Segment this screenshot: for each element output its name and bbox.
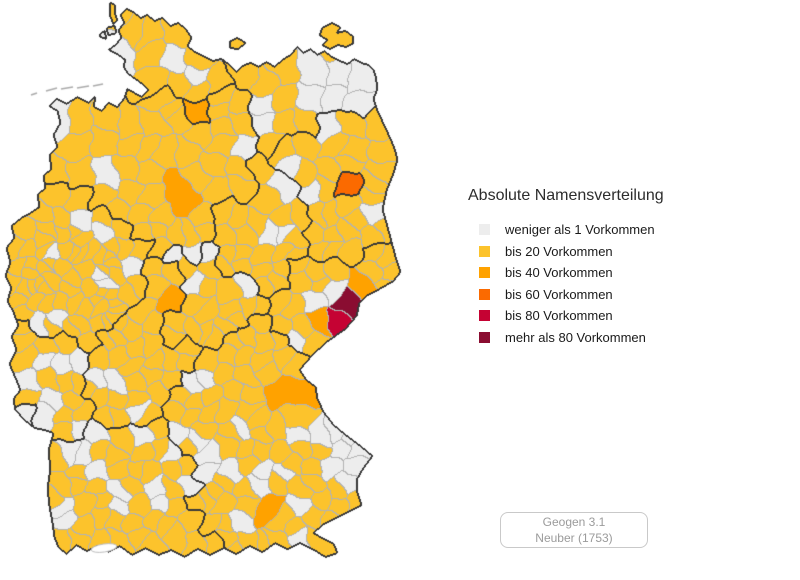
legend-item: bis 40 Vorkommen	[468, 262, 788, 284]
legend-item: mehr als 80 Vorkommen	[468, 327, 788, 349]
legend-item-label: bis 60 Vorkommen	[505, 286, 613, 302]
legend-color-swatch	[479, 288, 490, 300]
legend-color-swatch	[479, 267, 490, 279]
app-version-label: Geogen 3.1	[542, 515, 606, 529]
legend-item-label: bis 20 Vorkommen	[505, 243, 613, 259]
surname-source-label: Neuber (1753)	[535, 531, 613, 545]
legend-item-label: bis 80 Vorkommen	[505, 308, 613, 324]
legend-item-label: weniger als 1 Vorkommen	[505, 222, 655, 238]
legend-item: bis 20 Vorkommen	[468, 241, 788, 263]
legend-color-swatch	[479, 331, 490, 343]
legend-color-swatch	[479, 310, 490, 322]
map-legend: Absolute Namensverteilung weniger als 1 …	[468, 187, 788, 348]
legend-item: weniger als 1 Vorkommen	[468, 219, 788, 241]
legend-item: bis 60 Vorkommen	[468, 284, 788, 306]
legend-item: bis 80 Vorkommen	[468, 305, 788, 327]
legend-item-label: mehr als 80 Vorkommen	[505, 329, 646, 345]
legend-item-label: bis 40 Vorkommen	[505, 265, 613, 281]
legend-color-swatch	[479, 245, 490, 257]
germany-choropleth-map[interactable]	[0, 0, 466, 576]
legend-title: Absolute Namensverteilung	[468, 187, 664, 204]
legend-color-swatch	[479, 224, 490, 236]
attribution-box: Geogen 3.1 Neuber (1753)	[500, 512, 648, 548]
